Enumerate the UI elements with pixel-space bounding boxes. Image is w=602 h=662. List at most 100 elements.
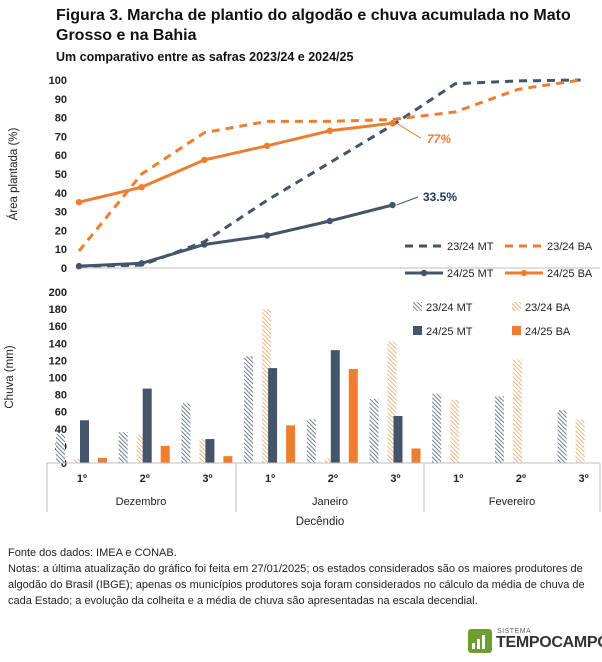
line-point xyxy=(138,260,145,267)
annotation-leader-mt xyxy=(396,196,419,206)
line-point xyxy=(263,142,271,149)
bar-y-tick: 100 xyxy=(49,373,67,385)
bar-x-tick: 3º xyxy=(202,473,212,485)
bar-24-25-mt xyxy=(80,420,89,463)
bar-legend-swatch xyxy=(512,302,521,311)
bar-group-label: Fevereiro xyxy=(489,496,535,508)
line-y-tick: 100 xyxy=(49,75,67,87)
bar-y-tick: 60 xyxy=(55,407,67,419)
line-legend-marker xyxy=(420,269,428,277)
line-series-23-24-mt xyxy=(78,78,581,268)
bar-24-25-mt xyxy=(142,388,152,463)
line-point xyxy=(263,232,271,239)
line-legend-label: 23/24 MT xyxy=(447,241,494,253)
line-y-tick: 30 xyxy=(55,207,67,219)
charts-svg: 0 10 20 30 40 50 60 70 80 90 100 Área plantada (%) 7… xyxy=(4,75,601,528)
bar-23-24-ba xyxy=(136,434,146,463)
bar-23-24-ba xyxy=(262,309,272,463)
bar-23-24-mt xyxy=(432,393,442,463)
line-y-tick: 40 xyxy=(55,188,67,200)
bar-legend-swatch xyxy=(413,326,422,335)
footer-notes: Fonte dos dados: IMEA e CONAB. Notas: a … xyxy=(8,545,598,609)
line-legend-label: 24/25 MT xyxy=(447,268,494,280)
bar-24-25-ba xyxy=(160,445,170,463)
bar-23-24-ba xyxy=(74,458,83,463)
line-y-tick: 60 xyxy=(55,150,67,162)
bar-24-25-ba xyxy=(411,448,421,463)
logo-icon xyxy=(468,629,492,653)
bar-y-tick: 80 xyxy=(55,390,67,402)
logo-big-text: TEMPOCAMPO xyxy=(496,634,602,651)
bar-x-tick: 2º xyxy=(328,473,338,485)
bar-legend-label: 23/24 BA xyxy=(525,302,571,314)
bar-x-tick: 3º xyxy=(579,473,589,485)
bar-x-axis-label: Decêndio xyxy=(296,516,345,528)
bar-legend-swatch xyxy=(413,302,422,311)
bar-23-24-mt xyxy=(56,433,65,463)
bar-y-tick: 40 xyxy=(55,424,67,436)
bar-24-25-mt xyxy=(205,439,215,463)
line-series-23-24-ba xyxy=(77,78,581,253)
bar-y-tick: 140 xyxy=(49,338,67,350)
bar-legend-label: 23/24 MT xyxy=(426,302,473,314)
line-point xyxy=(326,127,333,134)
logo-small-text: SISTEMA xyxy=(497,628,532,635)
bar-legend-label: 24/25 BA xyxy=(525,326,571,338)
bar-24-25-mt xyxy=(330,350,340,463)
bar-23-24-mt xyxy=(557,409,567,463)
line-point xyxy=(389,120,396,127)
line-point xyxy=(201,241,208,248)
bar-23-24-mt xyxy=(369,398,379,463)
footer-source: Fonte dos dados: IMEA e CONAB. xyxy=(8,547,177,559)
line-series-24-25-mt xyxy=(78,203,393,268)
bar-x-tick: 2º xyxy=(516,473,526,485)
bar-23-24-mt xyxy=(306,419,316,463)
line-y-tick: 50 xyxy=(55,169,67,181)
bar-23-24-mt xyxy=(118,432,128,463)
line-point xyxy=(326,217,333,225)
annotation-mt-value: 33.5% xyxy=(423,190,457,204)
tempocampo-logo: SISTEMA TEMPOCAMPO xyxy=(468,627,602,655)
bar-y-tick: 180 xyxy=(49,304,67,316)
bar-y-axis-label: Chuva (mm) xyxy=(4,345,16,408)
annotation-ba-value: 77% xyxy=(427,132,451,146)
chart-subtitle: Um comparativo entre as safras 2023/24 e… xyxy=(56,50,354,64)
bar-x-tick: 3º xyxy=(390,473,400,485)
bar-y-tick: 160 xyxy=(49,321,67,333)
bar-x-tick: 1º xyxy=(453,473,463,485)
line-point xyxy=(138,183,145,191)
line-point xyxy=(75,199,83,206)
bar-legend-label: 24/25 MT xyxy=(426,326,473,338)
bar-x-tick: 2º xyxy=(140,473,150,485)
bar-23-24-ba xyxy=(450,399,460,463)
bar-23-24-ba xyxy=(512,359,522,463)
bar-x-tick: 1º xyxy=(77,473,87,485)
bar-23-24-ba xyxy=(199,439,209,463)
bar-23-24-mt xyxy=(494,396,504,463)
line-y-tick: 20 xyxy=(55,225,67,237)
bar-24-25-ba xyxy=(348,368,358,463)
line-point xyxy=(75,262,83,270)
annotation-leader-ba xyxy=(396,122,422,139)
bar-23-24-ba xyxy=(324,458,334,463)
bar-23-24-mt xyxy=(181,403,191,463)
line-legend-label: 23/24 BA xyxy=(547,241,593,253)
line-y-tick: 0 xyxy=(61,263,67,275)
line-y-tick: 10 xyxy=(55,244,67,256)
line-point xyxy=(389,201,396,209)
line-point xyxy=(201,156,208,164)
bar-y-tick: 120 xyxy=(49,355,67,367)
bar-group-label: Dezembro xyxy=(116,496,167,508)
line-y-axis-label: Área plantada (%) xyxy=(7,127,20,220)
bar-23-24-ba xyxy=(387,341,397,463)
chart-title: Figura 3. Marcha de plantio do algodão e… xyxy=(56,7,571,44)
line-y-tick: 80 xyxy=(55,113,67,125)
bar-24-25-ba xyxy=(98,457,107,463)
bar-23-24-ba xyxy=(575,419,585,463)
line-y-tick: 90 xyxy=(55,94,67,106)
bar-23-24-mt xyxy=(244,356,254,463)
bar-24-25-ba xyxy=(286,425,296,463)
line-series-24-25-ba xyxy=(78,121,393,204)
line-legend-label: 24/25 BA xyxy=(547,268,593,280)
bar-x-tick: 1º xyxy=(265,473,275,485)
